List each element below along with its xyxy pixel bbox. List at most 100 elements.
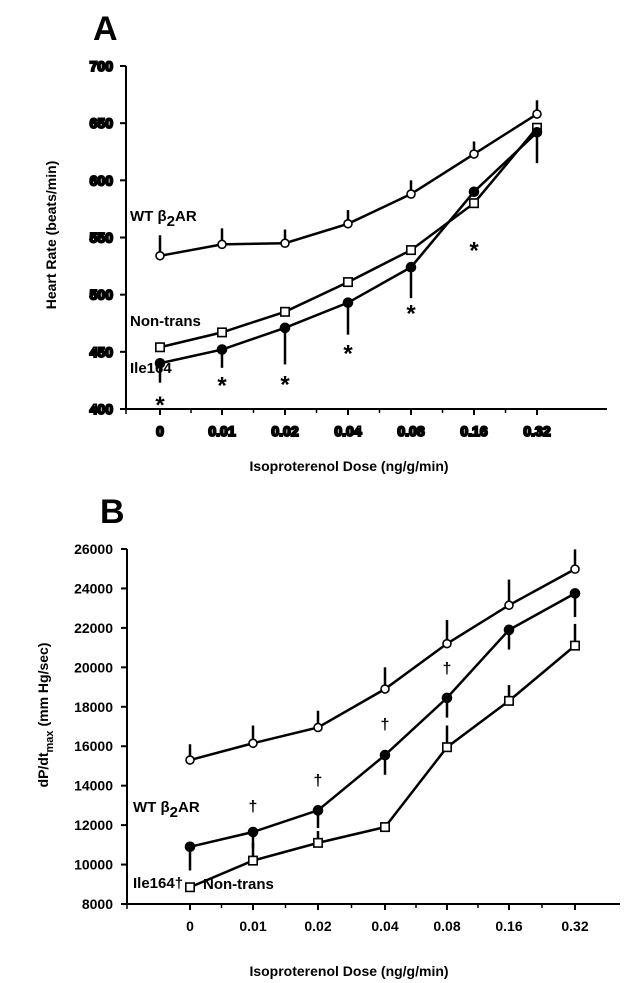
chart-b-y-tick-label: 16000 (74, 738, 113, 754)
chart-b-series-ile164-point (312, 805, 324, 816)
chart-b-series-non-trans-point (441, 742, 452, 753)
chart-b-y-tick-label: 10000 (74, 857, 113, 873)
chart-a-xlabel: Isoproterenol Dose (ng/g/min) (249, 458, 448, 474)
chart-a-y-tick-label: 500 (90, 287, 114, 303)
series-label-ile164-b: Ile164† (133, 875, 183, 892)
chart-a-series-non-trans-point (468, 198, 479, 209)
series-label-part: WT β (133, 799, 170, 816)
chart-b-ylabel: dP/dtmax (mm Hg/sec) (35, 643, 56, 788)
chart-a-series-non-trans-point (155, 342, 166, 353)
chart-b-series-wt-2ar-point (570, 564, 580, 574)
chart-a-y-tick-label: 600 (90, 172, 114, 188)
chart-a-series-non-trans-point (217, 327, 228, 338)
chart-b-series-non-trans-line (189, 644, 576, 889)
chart-a-series-ile164-point (531, 127, 543, 138)
chart-a-series-ile164-point (279, 322, 291, 334)
chart-a-significance-mark: * (343, 341, 353, 368)
chart-b-series-non-trans (185, 623, 580, 893)
chart-b-axes: 8000 10000 12000 14000 16000 18000 20000 22000 2… (74, 541, 620, 934)
chart-b-significance-mark: † (314, 773, 323, 790)
chart-b-series-non-trans-point (503, 695, 514, 706)
chart-b-series-wt-2ar-point (442, 638, 452, 649)
chart-b-y-tick-label: 8000 (82, 896, 113, 912)
chart-a-series-wt-2ar (155, 100, 542, 261)
chart-a-ylabel: Heart Rate (beats/min) (43, 161, 59, 310)
chart-a-series-ile164 (154, 127, 543, 383)
series-label-subscript: 2 (170, 804, 178, 821)
chart-a: A Heart Rate (beats/min) Isoproterenol D… (43, 10, 607, 474)
chart-a-axes: 400 450 500 550 600 650 700 0 0.01 0.02 0.04 0.08 0.… (89, 57, 607, 440)
chart-b-series-ile164-point (503, 624, 515, 636)
chart-a-series-wt-2ar-point (532, 109, 542, 119)
chart-a-y-tick-label: 650 (90, 115, 114, 131)
chart-b-y-tick-label: 26000 (74, 541, 113, 557)
series-label-wt-b: WT β2AR (133, 799, 200, 821)
panel-b-letter: B (100, 493, 125, 531)
chart-b-series-non-trans-point (569, 640, 580, 651)
chart-b: B dP/dtmax (mm Hg/sec) Isoproterenol Dos… (35, 493, 620, 979)
chart-b-series-wt-2ar-point (185, 755, 195, 765)
chart-a-series-wt-2ar-point (406, 189, 416, 199)
chart-a-labels: WT β2AR Non-trans Ile164 (130, 208, 201, 377)
chart-b-labels: WT β2AR Ile164† Non-trans (133, 799, 274, 893)
chart-a-series-non-trans-point (279, 306, 290, 317)
chart-a-significance-mark: * (217, 373, 227, 400)
chart-a-y-tick-label: 550 (90, 230, 114, 246)
series-label-part: WT β (130, 208, 167, 225)
chart-b-y-tick-label: 22000 (74, 620, 113, 636)
chart-b-x-tick-label: 0.01 (239, 918, 266, 934)
chart-b-x-tick-label: 0 (186, 918, 194, 934)
chart-a-series-wt-2ar-point (155, 250, 165, 261)
chart-b-x-tick-label: 0.32 (561, 918, 588, 934)
chart-b-ylabel-unit: (mm Hg/sec) (35, 643, 51, 727)
chart-a-series-wt-2ar-point (469, 149, 479, 159)
chart-a-x-tick-label: 0.04 (334, 423, 361, 439)
chart-a-x-tick-label: 0.01 (208, 423, 235, 439)
chart-b-y-tick-label: 24000 (74, 580, 113, 596)
series-label-ile164-a: Ile164 (130, 360, 172, 377)
chart-b-y-tick-label: 14000 (74, 778, 113, 794)
chart-a-x-tick-label: 0.32 (523, 423, 550, 439)
chart-b-series-wt-2ar-point (504, 600, 514, 611)
chart-b-series-wt-2ar-point (380, 684, 390, 694)
chart-a-series-wt-2ar-point (343, 218, 353, 229)
chart-b-significance-mark: † (443, 660, 452, 677)
chart-a-y-tick-label: 450 (90, 344, 114, 360)
chart-a-significance-mark: * (155, 392, 165, 419)
chart-b-series-wt-2ar-point (248, 738, 258, 749)
chart-a-x-tick-label: 0 (156, 423, 164, 439)
chart-a-series-non-trans-point (342, 277, 353, 288)
chart-a-series-ile164-point (468, 186, 480, 198)
chart-b-x-tick-label: 0.16 (495, 918, 522, 934)
chart-a-y-tick-label: 700 (90, 58, 114, 74)
chart-a-significance-mark: * (280, 371, 290, 398)
chart-b-series-ile164 (184, 588, 581, 871)
chart-b-x-tick-label: 0.02 (304, 918, 331, 934)
chart-b-ylabel-main: dP/dt (35, 752, 51, 787)
chart-a-significance-mark: * (469, 238, 479, 265)
chart-a-series-wt-2ar-point (217, 239, 227, 250)
chart-a-series-ile164-point (216, 344, 228, 355)
chart-b-y-tick-label: 18000 (74, 699, 113, 715)
chart-b-series-ile164-point (379, 749, 391, 761)
chart-b-series-wt-2ar (185, 549, 580, 765)
series-label-wt-a: WT β2AR (130, 208, 197, 230)
chart-b-y-tick-label: 12000 (74, 817, 113, 833)
panel-a-letter: A (93, 10, 118, 48)
series-label-nontrans-a: Non-trans (130, 313, 201, 330)
chart-a-x-tick-label: 0.02 (271, 423, 298, 439)
chart-b-ylabel-sub: max (44, 730, 56, 753)
series-label-part: AR (178, 799, 200, 816)
chart-b-series-wt-2ar-point (313, 722, 323, 733)
chart-b-series-ile164-point (184, 841, 196, 853)
chart-a-series-non-trans-point (405, 245, 416, 256)
chart-b-y-tick-label: 20000 (74, 659, 113, 675)
chart-b-series-ile164-point (247, 826, 259, 838)
chart-b-series-ile164-point (441, 692, 453, 704)
chart-a-series-ile164-point (154, 357, 166, 369)
chart-a-series-ile164-point (342, 297, 354, 308)
chart-b-series-non-trans-point (379, 822, 390, 833)
chart-a-significance-mark: * (406, 301, 416, 328)
chart-a-series: * * * * * * (154, 100, 543, 419)
chart-b-significance-mark: † (249, 798, 258, 815)
